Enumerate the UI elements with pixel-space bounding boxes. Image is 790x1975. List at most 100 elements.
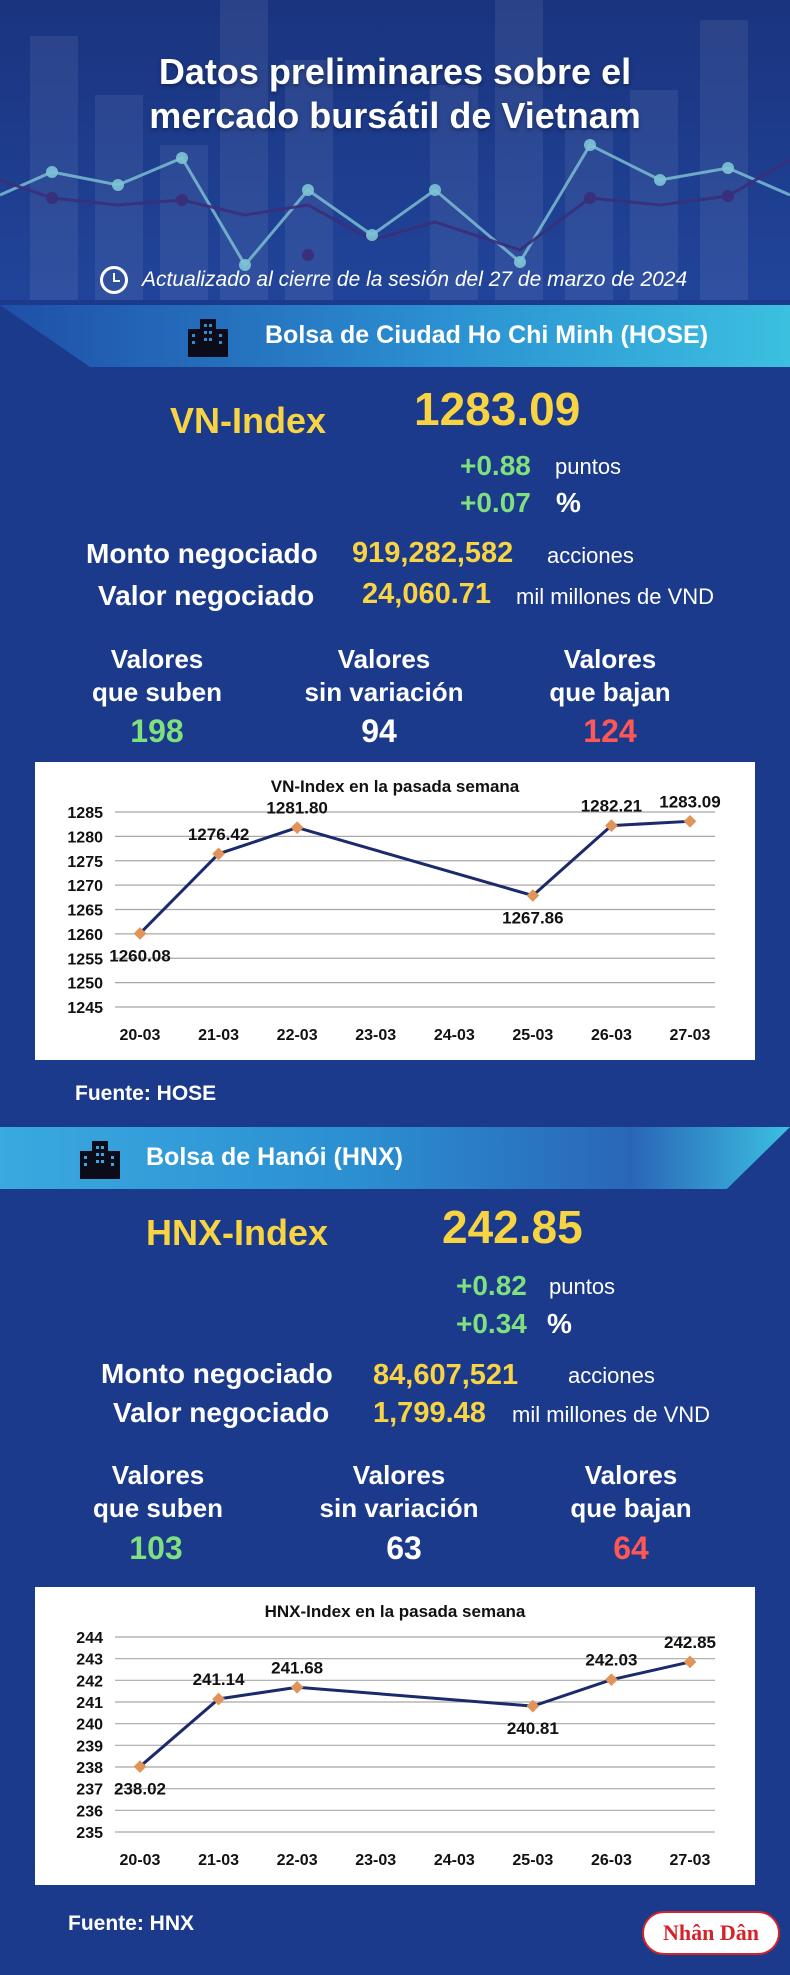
header-background [0, 0, 790, 300]
data-label: 241.68 [271, 1658, 323, 1677]
vn-volume-label: Monto negociado [86, 538, 318, 569]
hnx-value-unit: mil millones de VND [512, 1402, 711, 1427]
x-tick-label: 26-03 [591, 1852, 632, 1869]
hnx-volume-unit: acciones [568, 1363, 655, 1388]
data-point [290, 821, 304, 834]
hnx-index-value: 242.85 [442, 1201, 583, 1253]
hnx-index-chart: HNX-Index en la pasada semana 235 236 237 23… [35, 1587, 755, 1885]
x-tick-label: 27-03 [670, 1027, 711, 1044]
hnx-banner-label: Bolsa de Hanói (HNX) [146, 1143, 403, 1171]
vn-flat-count: 94 [361, 713, 397, 749]
building-icon [188, 319, 228, 357]
x-tick-label: 22-03 [277, 1852, 318, 1869]
vn-change-pct: +0.07 [460, 487, 531, 518]
vn-down-label: Valores que bajan [549, 644, 671, 707]
data-label: 1260.08 [109, 946, 170, 965]
y-tick-label: 242 [76, 1673, 103, 1690]
title-line-2: mercado bursátil de Vietnam [149, 95, 641, 136]
data-label: 238.02 [114, 1780, 166, 1799]
x-tick-label: 27-03 [670, 1852, 711, 1869]
vn-value-label: Valor negociado [98, 580, 315, 611]
nhan-dan-logo: Nhân Dân [642, 1911, 780, 1955]
y-tick-label: 1275 [67, 854, 103, 871]
data-point [290, 1680, 304, 1694]
x-tick-label: 21-03 [198, 1027, 239, 1044]
vn-index-chart: VN-Index en la pasada semana 1245 1250 1255… [35, 762, 755, 1060]
y-tick-label: 1260 [67, 927, 103, 944]
data-label: 241.14 [193, 1670, 246, 1689]
hnx-up-count: 103 [129, 1530, 183, 1566]
x-tick-label: 24-03 [434, 1852, 475, 1869]
chart-title: VN-Index en la pasada semana [271, 777, 520, 796]
hnx-down-label: Valores que bajan [570, 1460, 692, 1523]
vn-index-chart-svg: VN-Index en la pasada semana 1245 1250 1255… [67, 777, 720, 1044]
hose-banner: Bolsa de Ciudad Ho Chi Minh (HOSE) [0, 305, 790, 367]
y-tick-label: 1280 [67, 829, 103, 846]
x-tick-label: 22-03 [277, 1027, 318, 1044]
hnx-volume-value: 84,607,521 [373, 1359, 519, 1391]
y-tick-label: 1265 [67, 903, 103, 920]
data-point [683, 1655, 697, 1669]
hnx-value-label: Valor negociado [113, 1397, 330, 1428]
hnx-change-pct: +0.34 [456, 1308, 527, 1339]
hnx-up-label: Valores que suben [92, 1460, 223, 1523]
y-tick-label: 237 [76, 1782, 103, 1799]
series-line [139, 1660, 691, 1768]
vn-pct-unit: % [556, 487, 581, 518]
data-label: 1276.42 [188, 825, 249, 844]
y-tick-label: 1255 [67, 951, 103, 968]
x-tick-label: 21-03 [198, 1852, 239, 1869]
hose-banner-label: Bolsa de Ciudad Ho Chi Minh (HOSE) [265, 321, 709, 349]
vn-flat-label: Valores sin variación [304, 644, 464, 707]
y-tick-label: 241 [76, 1695, 103, 1712]
page-title: Datos preliminares sobre el mercado burs… [0, 50, 790, 138]
data-label: 1267.86 [502, 909, 563, 928]
x-tick-label: 26-03 [591, 1027, 632, 1044]
x-tick-label: 20-03 [120, 1027, 161, 1044]
data-label: 1281.80 [266, 799, 327, 818]
y-tick-label: 243 [76, 1652, 103, 1669]
vn-points-unit: puntos [555, 454, 622, 479]
hnx-pct-unit: % [547, 1308, 572, 1339]
update-row: Actualizado al cierre de la sesión del 2… [100, 266, 687, 294]
y-tick-label: 1270 [67, 878, 103, 895]
y-tick-label: 1245 [67, 1000, 103, 1017]
vn-source: Fuente: HOSE [75, 1082, 217, 1105]
vn-index-value: 1283.09 [414, 383, 581, 435]
data-label: 242.85 [664, 1633, 716, 1652]
hnx-source: Fuente: HNX [68, 1912, 194, 1935]
x-tick-label: 23-03 [355, 1852, 396, 1869]
hnx-flat-count: 63 [386, 1530, 422, 1566]
x-tick-label: 25-03 [512, 1027, 553, 1044]
vn-down-count: 124 [583, 713, 637, 749]
y-tick-label: 238 [76, 1760, 103, 1777]
hnx-index-name: HNX-Index [146, 1212, 329, 1253]
x-tick-label: 20-03 [120, 1852, 161, 1869]
hnx-down-count: 64 [613, 1530, 649, 1566]
series-line [138, 819, 691, 935]
data-label: 1283.09 [659, 792, 720, 811]
x-tick-label: 25-03 [512, 1852, 553, 1869]
vn-change-points: +0.88 [460, 450, 531, 481]
data-label: 240.81 [507, 1719, 559, 1738]
hnx-change-points: +0.82 [456, 1270, 527, 1301]
data-point [683, 814, 697, 828]
x-tick-label: 24-03 [434, 1027, 475, 1044]
vn-volume-unit: acciones [547, 543, 634, 568]
y-tick-label: 235 [76, 1825, 103, 1842]
vn-value-unit: mil millones de VND [516, 584, 715, 609]
hnx-flat-label: Valores sin variación [319, 1460, 479, 1523]
y-tick-label: 240 [76, 1717, 103, 1734]
y-tick-label: 1250 [67, 976, 103, 993]
vn-index-name: VN-Index [170, 400, 327, 441]
x-tick-label: 23-03 [355, 1027, 396, 1044]
y-tick-label: 239 [76, 1738, 103, 1755]
hnx-volume-label: Monto negociado [101, 1358, 333, 1389]
hnx-value-value: 1,799.48 [373, 1397, 486, 1429]
vn-up-label: Valores que suben [91, 644, 222, 707]
vn-up-count: 198 [130, 713, 184, 749]
vn-value-value: 24,060.71 [362, 578, 492, 610]
data-label: 1282.21 [581, 797, 642, 816]
building-icon [80, 1141, 120, 1179]
data-label: 242.03 [585, 1651, 637, 1670]
